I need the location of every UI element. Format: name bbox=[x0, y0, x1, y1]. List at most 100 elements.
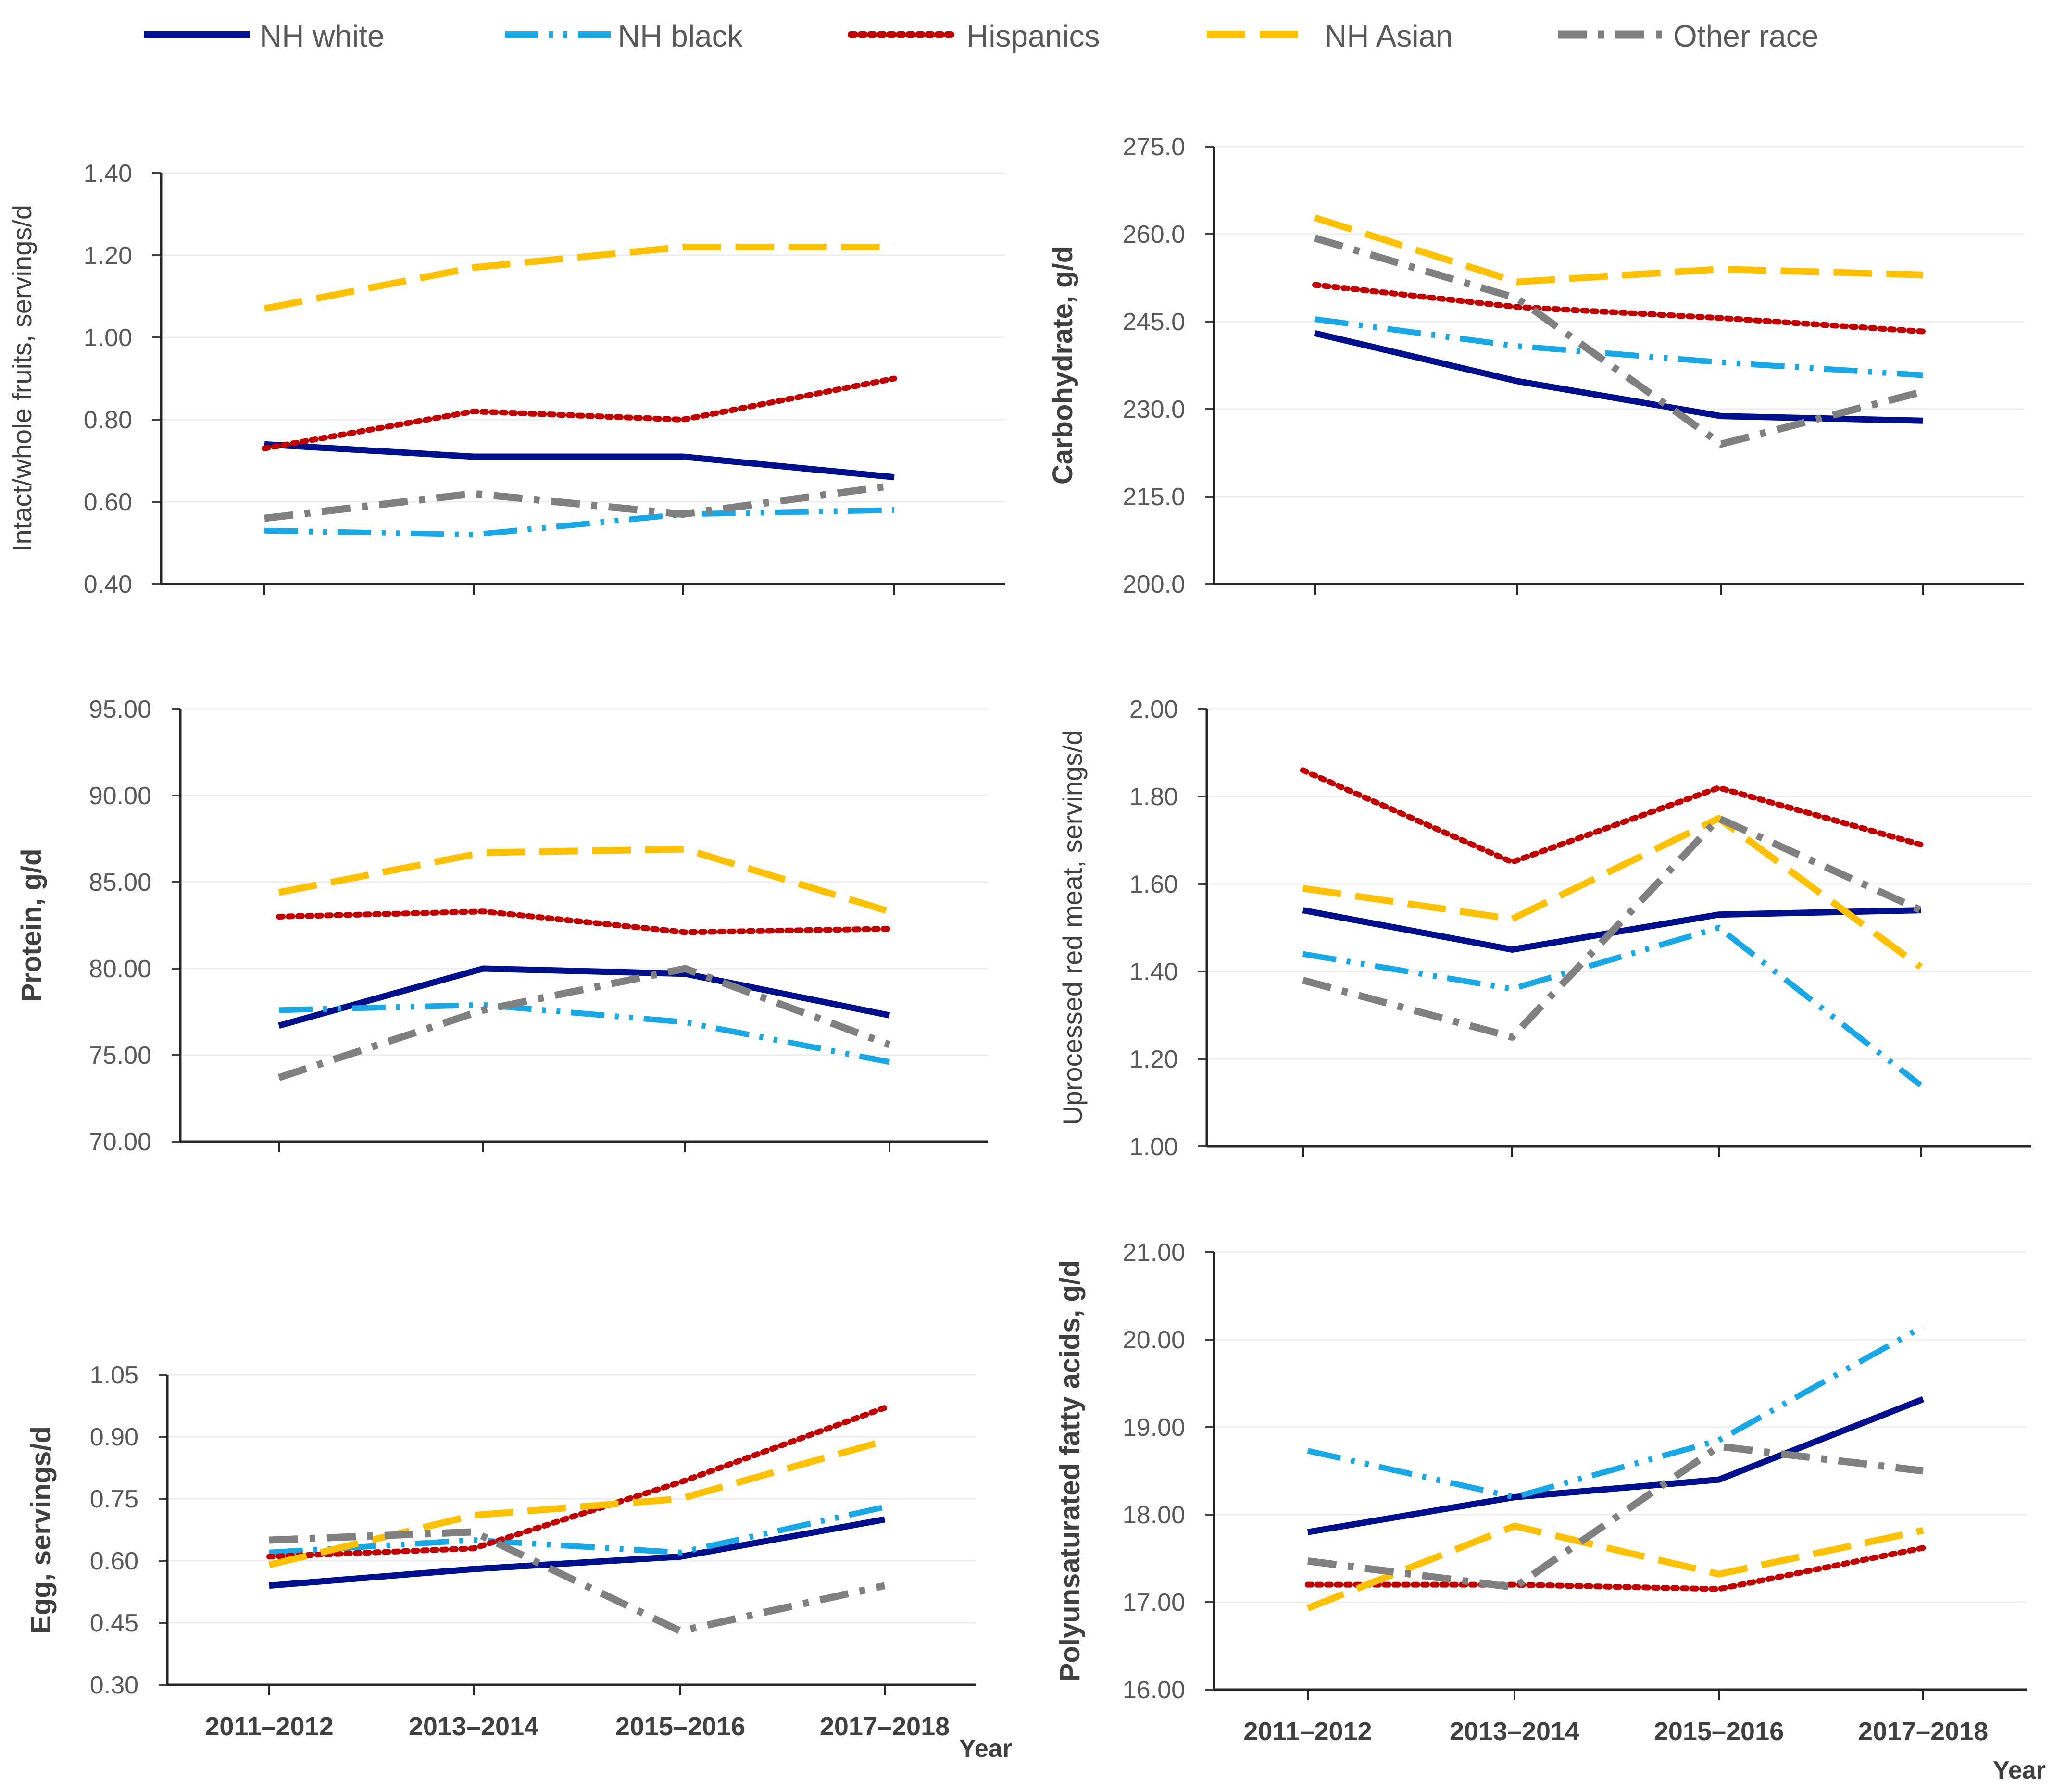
y-tick-label: 21.00 bbox=[1123, 1239, 1185, 1267]
series-line-nh-asian bbox=[1302, 815, 1923, 970]
y-tick-label: 0.45 bbox=[90, 1609, 138, 1637]
data-point-nh-asian bbox=[483, 852, 484, 853]
y-axis-title: Intact/whole fruits, servings/d bbox=[7, 205, 37, 552]
y-axis-title: Uprocessed red meat, servings/d bbox=[1057, 730, 1088, 1125]
chart-panel-polyunsaturated-fatty-acids-g-d: 16.00 17.00 18.00 19.00 20.00 21.00 Polyunsatu… bbox=[1054, 1239, 2046, 1784]
series-line-other-race bbox=[1307, 1443, 1924, 1591]
series-line-nh-asian bbox=[278, 846, 891, 915]
y-tick-label: 1.60 bbox=[1129, 871, 1178, 898]
data-point-nh-black bbox=[1923, 1326, 1924, 1327]
chart-panel-protein-g-d: 70.00 75.00 80.00 85.00 90.00 95.00 Protein, g… bbox=[16, 696, 988, 1156]
chart-panel-egg-servings-d: 0.30 0.45 0.60 0.75 0.90 1.05 Egg, servings/d 2… bbox=[25, 1361, 1012, 1763]
chart-panel-intact-whole-fruits-servings-d: 0.40 0.60 0.80 1.00 1.20 1.40 Intact/whole fru… bbox=[7, 160, 1005, 598]
y-tick-label: 260.0 bbox=[1123, 221, 1185, 249]
series-line-other-race bbox=[277, 965, 891, 1081]
y-tick-label: 19.00 bbox=[1123, 1414, 1185, 1442]
x-category-label: 2013–2014 bbox=[1450, 1717, 1579, 1746]
series-line-nh-black bbox=[278, 1002, 890, 1065]
legend-label: Hispanics bbox=[966, 19, 1100, 53]
y-tick-label: 0.80 bbox=[84, 406, 132, 434]
legend-label: NH Asian bbox=[1325, 19, 1453, 53]
data-point-nh-asian bbox=[889, 911, 890, 912]
legend-label: NH black bbox=[618, 19, 743, 53]
data-point-hispanics bbox=[685, 932, 686, 933]
y-tick-label: 1.05 bbox=[90, 1361, 138, 1389]
data-point-hispanics bbox=[483, 911, 484, 912]
y-tick-label: 16.00 bbox=[1123, 1676, 1185, 1704]
y-tick-label: 75.00 bbox=[89, 1042, 151, 1070]
data-point-nh-black bbox=[680, 1552, 681, 1553]
x-category-label: 2017–2018 bbox=[1858, 1717, 1988, 1746]
y-tick-label: 85.00 bbox=[89, 869, 151, 896]
data-point-other-race bbox=[264, 518, 265, 519]
y-tick-label: 0.60 bbox=[84, 488, 132, 516]
y-tick-label: 80.00 bbox=[89, 955, 151, 983]
y-tick-label: 95.00 bbox=[89, 696, 151, 723]
y-tick-label: 1.40 bbox=[84, 160, 132, 187]
y-tick-label: 2.00 bbox=[1129, 696, 1178, 723]
y-axis-title: Polyunsaturated fatty acids, g/d bbox=[1054, 1260, 1086, 1682]
chart-panel-uprocessed-red-meat-servings-d: 1.00 1.20 1.40 1.60 1.80 2.00 Uprocessed red m… bbox=[1057, 696, 2031, 1161]
y-tick-label: 0.60 bbox=[90, 1547, 138, 1575]
y-tick-label: 0.40 bbox=[84, 571, 132, 598]
y-tick-label: 215.0 bbox=[1123, 483, 1185, 511]
series-line-nh-black bbox=[1302, 925, 1923, 1088]
series-line-nh-black bbox=[1307, 1324, 1925, 1500]
data-point-nh-white bbox=[889, 1015, 890, 1016]
legend: NH white NH black Hispanics NH Asian Oth… bbox=[0, 0, 2053, 72]
y-tick-label: 90.00 bbox=[89, 782, 151, 810]
x-axis-title: Year bbox=[959, 1735, 1012, 1763]
chart-panel-carbohydrate-g-d: 200.0 215.0 230.0 245.0 260.0 275.0 Carbohydra… bbox=[1047, 133, 2024, 598]
y-tick-label: 18.00 bbox=[1123, 1501, 1185, 1529]
x-category-label: 2011–2012 bbox=[1243, 1717, 1372, 1746]
data-point-other-race bbox=[269, 1540, 270, 1541]
series-line-other-race bbox=[269, 1528, 886, 1635]
y-tick-label: 0.90 bbox=[90, 1423, 138, 1451]
series-line-nh-black bbox=[264, 507, 895, 538]
y-tick-label: 1.20 bbox=[1129, 1045, 1178, 1073]
series-line-other-race bbox=[1302, 815, 1923, 1041]
series-line-nh-white bbox=[264, 441, 895, 481]
series-line-nh-white bbox=[1307, 1396, 1925, 1535]
data-point-nh-black bbox=[269, 1552, 270, 1553]
series-line-other-race bbox=[1314, 235, 1924, 448]
y-tick-label: 1.40 bbox=[1129, 958, 1178, 986]
x-category-label: 2017–2018 bbox=[820, 1712, 950, 1741]
y-axis-title: Egg, servings/d bbox=[25, 1426, 57, 1634]
legend-label: NH white bbox=[260, 19, 385, 53]
data-point-nh-white bbox=[1512, 949, 1513, 950]
legend-label: Other race bbox=[1673, 19, 1819, 53]
series-line-nh-asian bbox=[1306, 1522, 1924, 1612]
x-category-label: 2015–2016 bbox=[615, 1712, 745, 1741]
series-line-nh-asian bbox=[263, 243, 894, 312]
y-tick-label: 245.0 bbox=[1123, 308, 1185, 336]
series-line-hispanics bbox=[276, 908, 892, 935]
data-point-nh-asian bbox=[1923, 1530, 1924, 1531]
x-axis-title: Year bbox=[1993, 1756, 2046, 1784]
data-point-hispanics bbox=[894, 378, 895, 379]
y-tick-label: 0.75 bbox=[90, 1485, 138, 1513]
series-line-nh-white bbox=[278, 965, 890, 1029]
data-point-nh-white bbox=[680, 1556, 681, 1557]
y-tick-label: 20.00 bbox=[1123, 1326, 1185, 1354]
data-point-nh-white bbox=[685, 973, 686, 974]
legend-swatch-nh-black bbox=[505, 31, 611, 38]
data-point-nh-asian bbox=[1923, 274, 1924, 275]
data-point-nh-white bbox=[269, 1585, 270, 1586]
data-point-hispanics bbox=[1923, 331, 1924, 332]
data-point-nh-white bbox=[264, 444, 265, 445]
series-line-nh-white bbox=[1314, 330, 1924, 424]
y-tick-label: 1.20 bbox=[84, 242, 132, 270]
series-line-nh-black bbox=[269, 1504, 886, 1556]
series-line-hispanics bbox=[1312, 282, 1926, 335]
series-line-nh-white bbox=[269, 1516, 886, 1589]
y-tick-label: 1.00 bbox=[1129, 1133, 1178, 1161]
legend-swatch-hispanics bbox=[848, 31, 960, 38]
series-line-nh-black bbox=[1314, 316, 1924, 378]
x-category-label: 2015–2016 bbox=[1654, 1717, 1784, 1746]
legend-swatch-nh-asian bbox=[1207, 31, 1313, 38]
series-line-other-race bbox=[264, 482, 895, 522]
series-line-nh-asian bbox=[1314, 214, 1924, 286]
